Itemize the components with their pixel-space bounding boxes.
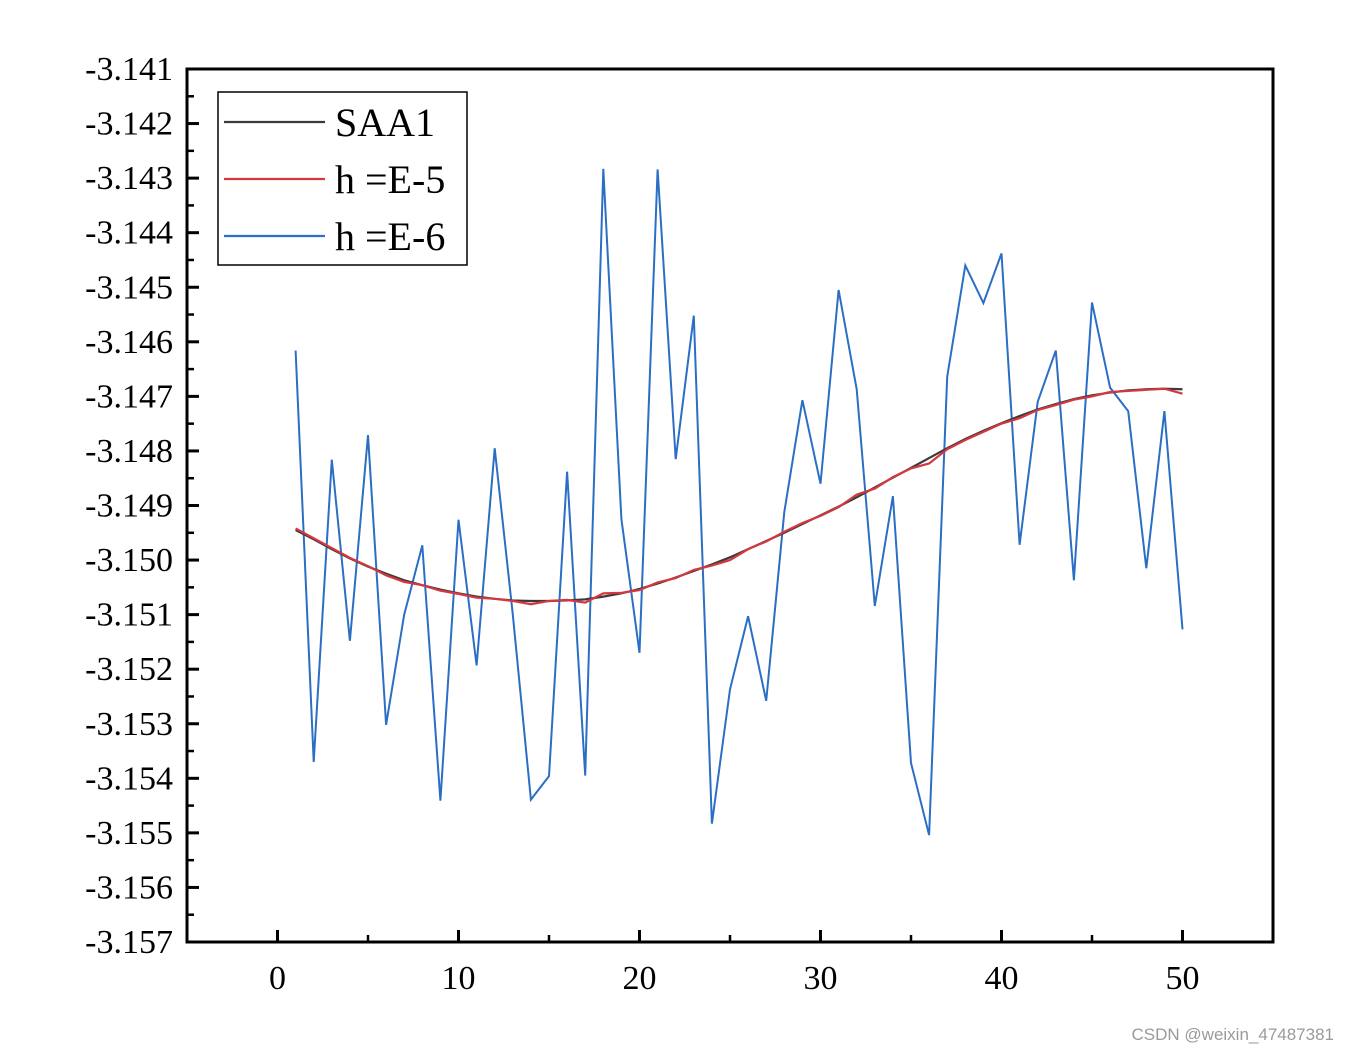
series-line-1: [295, 387, 1183, 606]
y-tick-label: -3.156: [85, 869, 173, 906]
y-tick-label: -3.151: [85, 597, 173, 634]
legend-label-1: h =E-5: [335, 157, 445, 202]
x-axis: 0 10 20 30 40 50: [185, 930, 1275, 997]
y-tick-label: -3.150: [85, 542, 173, 579]
y-tick-label: -3.157: [85, 924, 173, 961]
watermark: CSDN @weixin_47487381: [1131, 1025, 1334, 1044]
y-tick-label: -3.145: [85, 269, 173, 306]
x-tick-label: 50: [1166, 960, 1200, 997]
y-tick-label: -3.154: [85, 760, 173, 797]
x-tick-label: 40: [985, 960, 1019, 997]
y-tick-label: -3.152: [85, 651, 173, 688]
y-tick-label: -3.149: [85, 488, 173, 525]
y-tick-label: -3.144: [85, 215, 173, 252]
x-tick-label: 20: [623, 960, 657, 997]
series-line-2: [294, 168, 1184, 836]
plot-lines: [294, 168, 1184, 836]
y-tick-label: -3.146: [85, 324, 173, 361]
y-tick-label: -3.147: [85, 378, 173, 415]
legend: SAA1 h =E-5 h =E-6: [217, 91, 468, 266]
y-tick-label: -3.153: [85, 706, 173, 743]
x-tick-label: 0: [269, 960, 286, 997]
x-tick-label: 10: [442, 960, 476, 997]
series-line-0: [295, 387, 1183, 603]
y-tick-label: -3.143: [85, 160, 173, 197]
y-tick-label: -3.142: [85, 106, 173, 143]
y-tick-label: -3.141: [85, 51, 173, 88]
y-tick-label: -3.148: [85, 433, 173, 470]
y-axis: -3.141 -3.142 -3.143 -3.144 -3.145 -3.146 -3.1…: [85, 51, 199, 961]
legend-label-2: h =E-6: [335, 214, 445, 259]
legend-label-0: SAA1: [335, 100, 435, 145]
y-tick-label: -3.155: [85, 815, 173, 852]
x-tick-label: 30: [804, 960, 838, 997]
